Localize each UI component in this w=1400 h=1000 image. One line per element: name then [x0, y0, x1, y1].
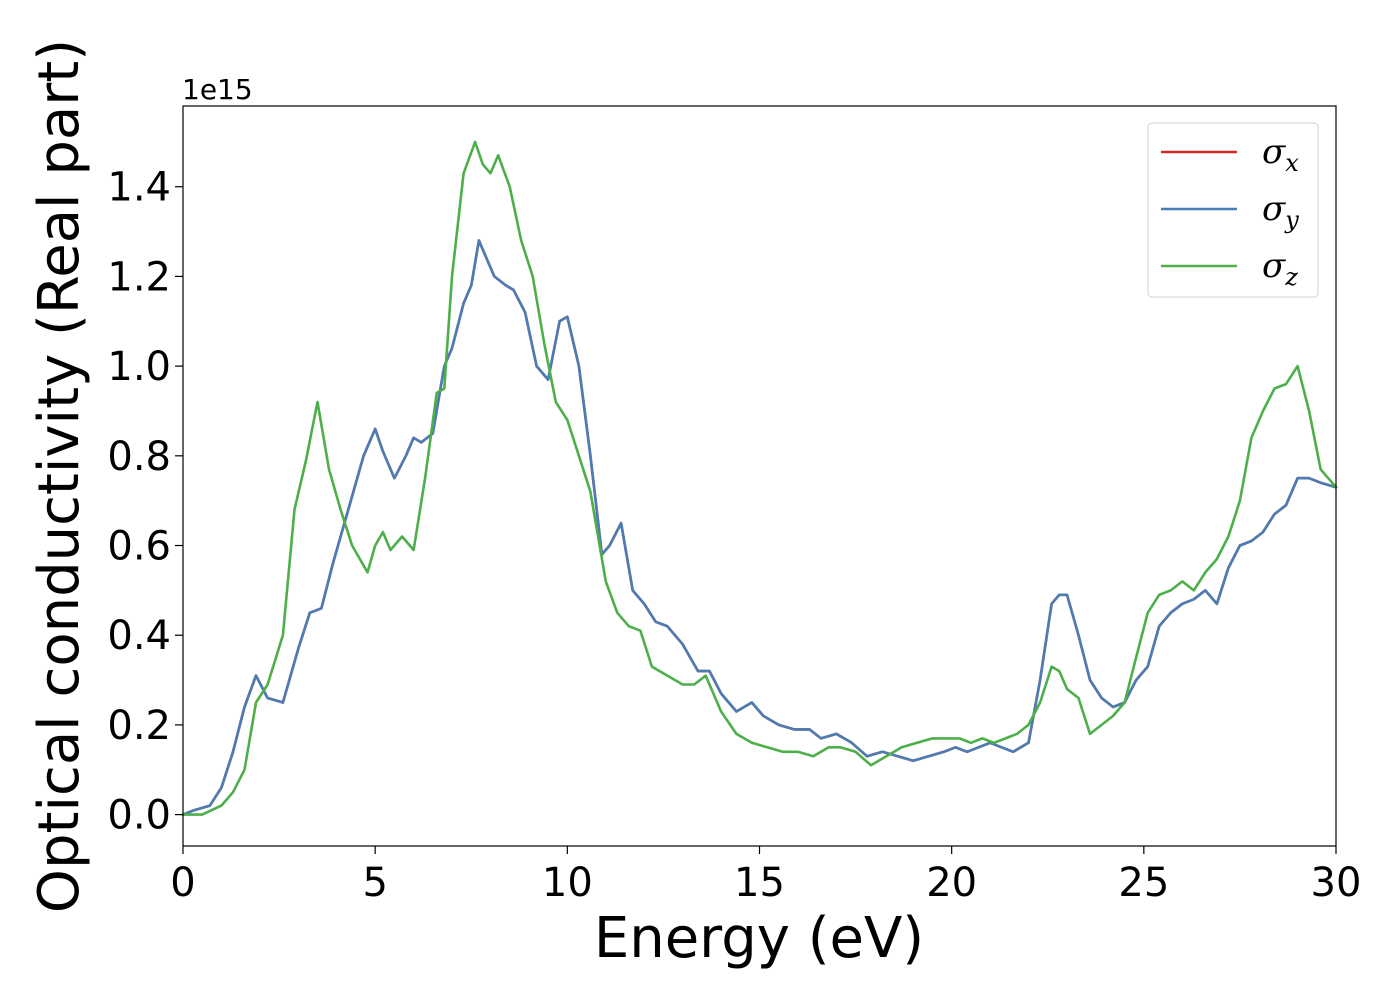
x-tick-label: 5 — [362, 860, 387, 906]
x-axis-label: Energy (eV) — [594, 906, 924, 971]
x-tick-label: 20 — [926, 860, 977, 906]
x-tick-label: 0 — [170, 860, 195, 906]
y-tick-label: 0.2 — [107, 703, 171, 749]
x-tick-label: 10 — [542, 860, 593, 906]
series-line-y — [181, 239, 1338, 816]
y-tick-label: 0.6 — [107, 524, 171, 570]
x-axis-ticks: 0 5 10 15 20 25 30 — [170, 846, 1361, 906]
axes-frame — [182, 105, 1337, 847]
y-tick-label: 1.2 — [107, 254, 171, 300]
y-tick-label: 0.4 — [107, 613, 171, 659]
x-tick-label: 15 — [734, 860, 785, 906]
y-axis-offset-text: 1e15 — [182, 73, 253, 106]
series-lines — [181, 140, 1338, 816]
y-axis-ticks: 0.0 0.2 0.4 0.6 0.8 1.0 1.2 1.4 — [107, 165, 183, 839]
y-tick-label: 0.8 — [107, 434, 171, 480]
y-axis-label: Optical conductivity (Real part) — [27, 39, 92, 913]
y-tick-label: 1.0 — [107, 344, 171, 390]
y-tick-label: 1.4 — [107, 165, 171, 211]
x-tick-label: 25 — [1118, 860, 1169, 906]
series-line-z — [181, 140, 1338, 816]
y-tick-label: 0.0 — [107, 793, 171, 839]
x-tick-label: 30 — [1311, 860, 1362, 906]
